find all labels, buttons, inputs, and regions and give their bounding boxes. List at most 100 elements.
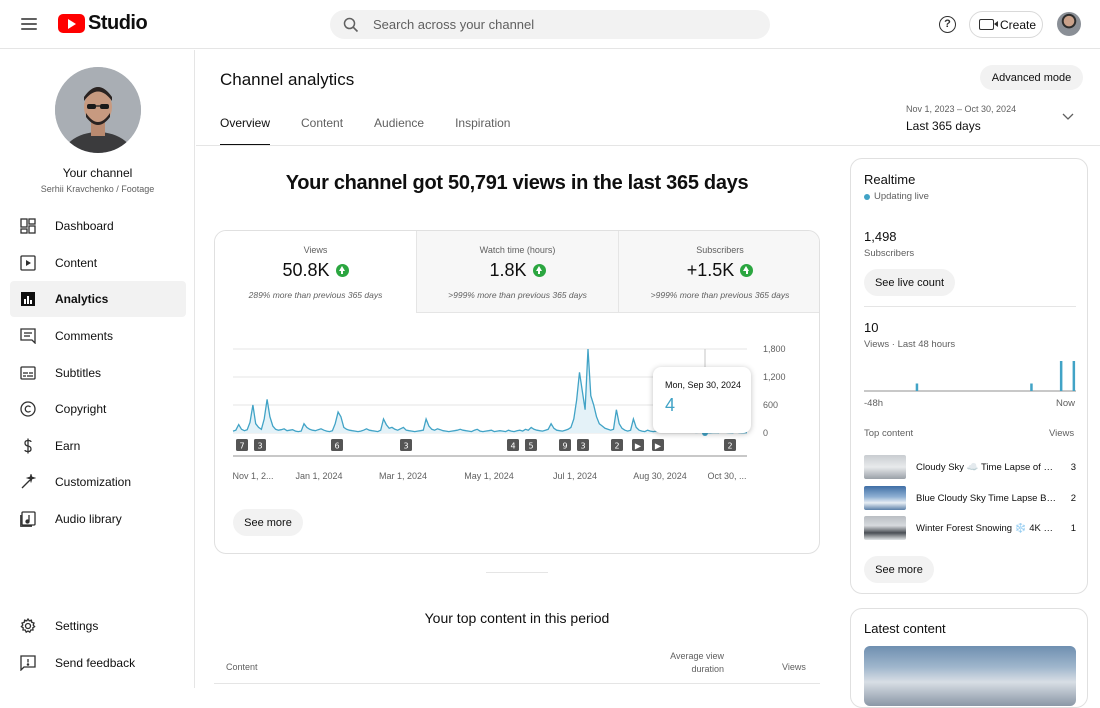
chevron-down-icon[interactable]: [1062, 110, 1074, 122]
sidebar-item-label: Dashboard: [55, 219, 114, 233]
channel-avatar[interactable]: [55, 67, 141, 153]
sidebar-item-settings[interactable]: Settings: [10, 608, 186, 644]
views-column-label: Views: [1049, 428, 1075, 439]
sidebar-item-label: Customization: [55, 475, 132, 489]
realtime-bar-chart[interactable]: [864, 357, 1076, 393]
chart-marker-badge[interactable]: [632, 439, 644, 451]
chart-marker-label: 3: [580, 442, 585, 451]
x-tick-label: Nov 1, 2...: [232, 471, 273, 481]
tab-audience[interactable]: Audience: [374, 116, 425, 130]
account-avatar[interactable]: [1057, 12, 1081, 36]
realtime-see-more-button[interactable]: See more: [864, 556, 934, 583]
column-header-content[interactable]: Content: [226, 662, 258, 672]
sidebar-item-content[interactable]: Content: [10, 245, 186, 281]
chart-marker-badge[interactable]: [577, 439, 589, 451]
subscriber-label: Subscribers: [864, 248, 915, 259]
realtime-bar[interactable]: [915, 383, 919, 392]
sidebar-item-dashboard[interactable]: Dashboard: [10, 208, 186, 244]
metric-label: Watch time (hours): [479, 245, 556, 255]
metric-views[interactable]: Views 50.8K 289% more than previous 365 …: [215, 231, 417, 313]
subtitles-icon: [19, 364, 37, 382]
copyright-icon: [19, 400, 37, 418]
search-icon: [343, 17, 359, 32]
sidebar-item-label: Comments: [55, 329, 114, 343]
channel-owner: Serhii Kravchenko / Footage: [40, 184, 155, 194]
sidebar-item-audio-library[interactable]: Audio library: [10, 501, 186, 537]
y-tick-label: 600: [763, 400, 778, 410]
help-icon[interactable]: ?: [939, 16, 956, 33]
sidebar-item-label: Content: [55, 256, 98, 270]
create-label: Create: [1000, 17, 1037, 32]
comments-icon: [19, 327, 37, 345]
metric-subscribers[interactable]: Subscribers +1.5K >999% more than previo…: [619, 231, 819, 313]
top-content-title: Your top content in this period: [424, 610, 610, 626]
top-content-row[interactable]: Blue Cloudy Sky Time Lapse Background 2: [864, 486, 1076, 510]
see-more-button[interactable]: See more: [233, 509, 303, 536]
see-live-count-button[interactable]: See live count: [864, 269, 955, 296]
sidebar-item-label: Copyright: [55, 402, 107, 416]
chart-marker-badge[interactable]: [724, 439, 736, 451]
youtube-play-icon: [58, 14, 85, 33]
x-tick-label: Mar 1, 2024: [379, 471, 427, 481]
chart-marker-badge[interactable]: [611, 439, 623, 451]
sidebar-item-label: Audio library: [55, 512, 122, 526]
chart-marker-badge[interactable]: [507, 439, 519, 451]
latest-video-thumbnail[interactable]: [864, 646, 1076, 706]
sidebar-item-subtitles[interactable]: Subtitles: [10, 355, 186, 391]
create-button[interactable]: Create: [969, 11, 1043, 38]
metric-value: 50.8K: [282, 260, 330, 280]
advanced-mode-button[interactable]: Advanced mode: [980, 65, 1083, 90]
feedback-icon: [19, 654, 37, 672]
metric-note: 289% more than previous 365 days: [248, 290, 383, 300]
top-content-row[interactable]: Winter Forest Snowing ❄️ 4K Footage 1: [864, 516, 1076, 540]
date-range-preset: Last 365 days: [906, 119, 981, 133]
column-header-average-view-duration[interactable]: Average view duration: [656, 650, 724, 676]
sidebar-item-analytics[interactable]: Analytics: [10, 281, 186, 317]
studio-logo[interactable]: Studio: [58, 12, 148, 35]
realtime-status-text: Updating live: [874, 191, 929, 202]
top-bar: Studio ? Create: [0, 0, 1100, 49]
chart-marker-badge[interactable]: [331, 439, 343, 451]
chart-marker-badge[interactable]: [525, 439, 537, 451]
metric-label: Subscribers: [696, 245, 744, 255]
logo-text: Studio: [88, 12, 148, 34]
top-content-label: Top content: [864, 428, 914, 439]
chart-marker-badge[interactable]: [254, 439, 266, 451]
sidebar-item-copyright[interactable]: Copyright: [10, 391, 186, 427]
menu-icon[interactable]: [18, 15, 40, 33]
tab-overview[interactable]: Overview: [220, 116, 271, 146]
sidebar-item-send-feedback[interactable]: Send feedback: [10, 645, 186, 681]
tab-bar: Overview Content Audience Inspiration: [220, 116, 541, 146]
main-area: Channel analytics Advanced mode Overview…: [196, 50, 1100, 708]
subscriber-count: 1,498: [864, 229, 897, 244]
sidebar-item-customization[interactable]: Customization: [10, 464, 186, 500]
chart-marker-badge[interactable]: [400, 439, 412, 451]
chart-marker-badge[interactable]: [559, 439, 571, 451]
search-bar[interactable]: [330, 10, 770, 39]
dashboard-icon: [19, 217, 37, 235]
tab-inspiration[interactable]: Inspiration: [455, 116, 511, 130]
realtime-views-label: Views · Last 48 hours: [864, 339, 956, 350]
realtime-bar[interactable]: [1072, 361, 1076, 391]
chart-marker-label: 6: [334, 442, 339, 451]
column-header-views[interactable]: Views: [782, 662, 806, 672]
sidebar-item-earn[interactable]: Earn: [10, 428, 186, 464]
page-title: Channel analytics: [220, 70, 355, 89]
date-range-picker[interactable]: Nov 1, 2023 – Oct 30, 2024 Last 365 days: [906, 104, 1016, 133]
date-range-dates: Nov 1, 2023 – Oct 30, 2024: [906, 104, 1017, 114]
sidebar-item-label: Earn: [55, 439, 81, 453]
chart-marker-badge[interactable]: [236, 439, 248, 451]
video-title: Winter Forest Snowing ❄️ 4K Footage: [916, 522, 1056, 534]
realtime-bar[interactable]: [1059, 361, 1063, 391]
sidebar-item-comments[interactable]: Comments: [10, 318, 186, 354]
column-header-line: Average view: [670, 651, 724, 661]
y-tick-label: 0: [763, 428, 768, 438]
tab-content[interactable]: Content: [301, 116, 344, 130]
search-input[interactable]: [373, 17, 753, 32]
chart-marker-badge[interactable]: [652, 439, 664, 451]
realtime-bar[interactable]: [1030, 383, 1033, 392]
top-content-row[interactable]: Cloudy Sky ☁️ Time Lapse of Clouds 3: [864, 455, 1076, 479]
metric-watch-time[interactable]: Watch time (hours) 1.8K >999% more than …: [417, 231, 619, 313]
y-tick-label: 1,800: [763, 344, 786, 354]
tooltip-date: Mon, Sep 30, 2024: [665, 380, 742, 390]
